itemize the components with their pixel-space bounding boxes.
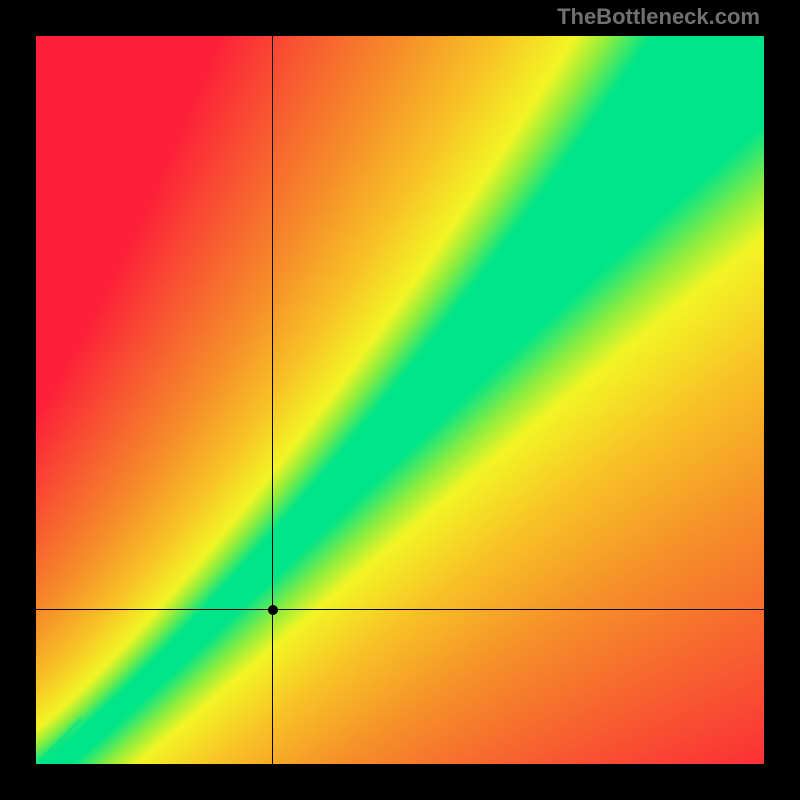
- crosshair-horizontal: [36, 609, 764, 610]
- heatmap-plot: [36, 36, 764, 764]
- crosshair-marker: [268, 605, 278, 615]
- watermark-text: TheBottleneck.com: [557, 4, 760, 30]
- heatmap-canvas: [36, 36, 764, 764]
- crosshair-vertical: [272, 36, 273, 764]
